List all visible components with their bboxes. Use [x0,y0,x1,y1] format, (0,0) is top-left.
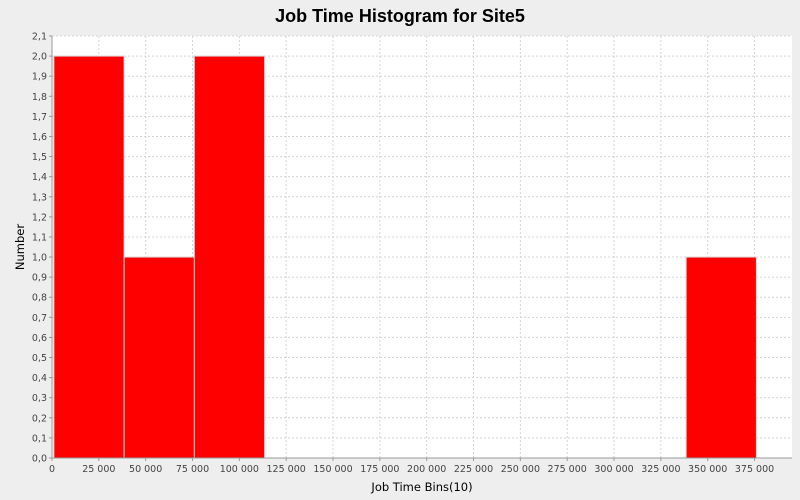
x-tick-label: 350 000 [688,464,727,475]
x-tick-label: 100 000 [220,464,259,475]
y-axis-ticks: 0,0 0,1 0,2 0,3 0,4 0,5 0,6 0,7 0,8 0,9 1,0 1,1 1,2 1… [32,32,52,465]
y-tick-label: 1,4 [32,172,47,183]
y-tick-label: 2,1 [32,32,47,43]
y-tick-label: 0,5 [32,353,47,364]
chart-title: Job Time Histogram for Site5 [275,6,525,26]
histogram-bar [53,55,125,459]
y-tick-label: 1,0 [32,253,47,264]
y-tick-label: 1,6 [32,132,47,143]
y-tick-label: 0,2 [32,413,47,424]
y-tick-label: 1,9 [32,72,47,83]
x-tick-label: 250 000 [501,464,540,475]
x-tick-label: 150 000 [313,464,352,475]
histogram-bar [193,55,266,459]
y-tick-label: 0,6 [32,333,47,344]
y-tick-label: 0,4 [32,373,47,384]
x-tick-label: 0 [49,464,55,475]
x-tick-label: 50 000 [129,464,162,475]
x-tick-label: 225 000 [454,464,493,475]
x-tick-label: 25 000 [82,464,115,475]
x-tick-label: 325 000 [641,464,680,475]
histogram-bar [685,256,757,459]
y-tick-label: 1,1 [32,232,47,243]
y-tick-label: 0,9 [32,273,47,284]
y-tick-label: 0,7 [32,313,47,324]
y-axis-title: Number [13,224,27,270]
x-tick-label: 200 000 [407,464,446,475]
y-tick-label: 2,0 [32,52,47,63]
y-tick-label: 0,1 [32,433,47,444]
x-tick-label: 300 000 [594,464,633,475]
y-tick-label: 0,3 [32,393,47,404]
histogram-bars [53,55,757,459]
x-axis-title: Job Time Bins(10) [370,480,472,494]
y-tick-label: 0,0 [32,454,47,465]
y-tick-label: 0,8 [32,293,47,304]
axes [51,36,792,459]
x-tick-label: 125 000 [267,464,306,475]
y-tick-label: 1,3 [32,192,47,203]
histogram-bar [123,256,195,459]
y-tick-label: 1,8 [32,92,47,103]
x-tick-label: 275 000 [548,464,587,475]
x-tick-label: 75 000 [176,464,209,475]
x-axis-ticks: 0 25 000 50 000 75 000 100 000 125 000 150 000… [49,458,774,475]
x-tick-label: 175 000 [360,464,399,475]
y-tick-label: 1,5 [32,152,47,163]
y-tick-label: 1,2 [32,212,47,223]
x-tick-label: 375 000 [735,464,774,475]
y-tick-label: 1,7 [32,112,47,123]
